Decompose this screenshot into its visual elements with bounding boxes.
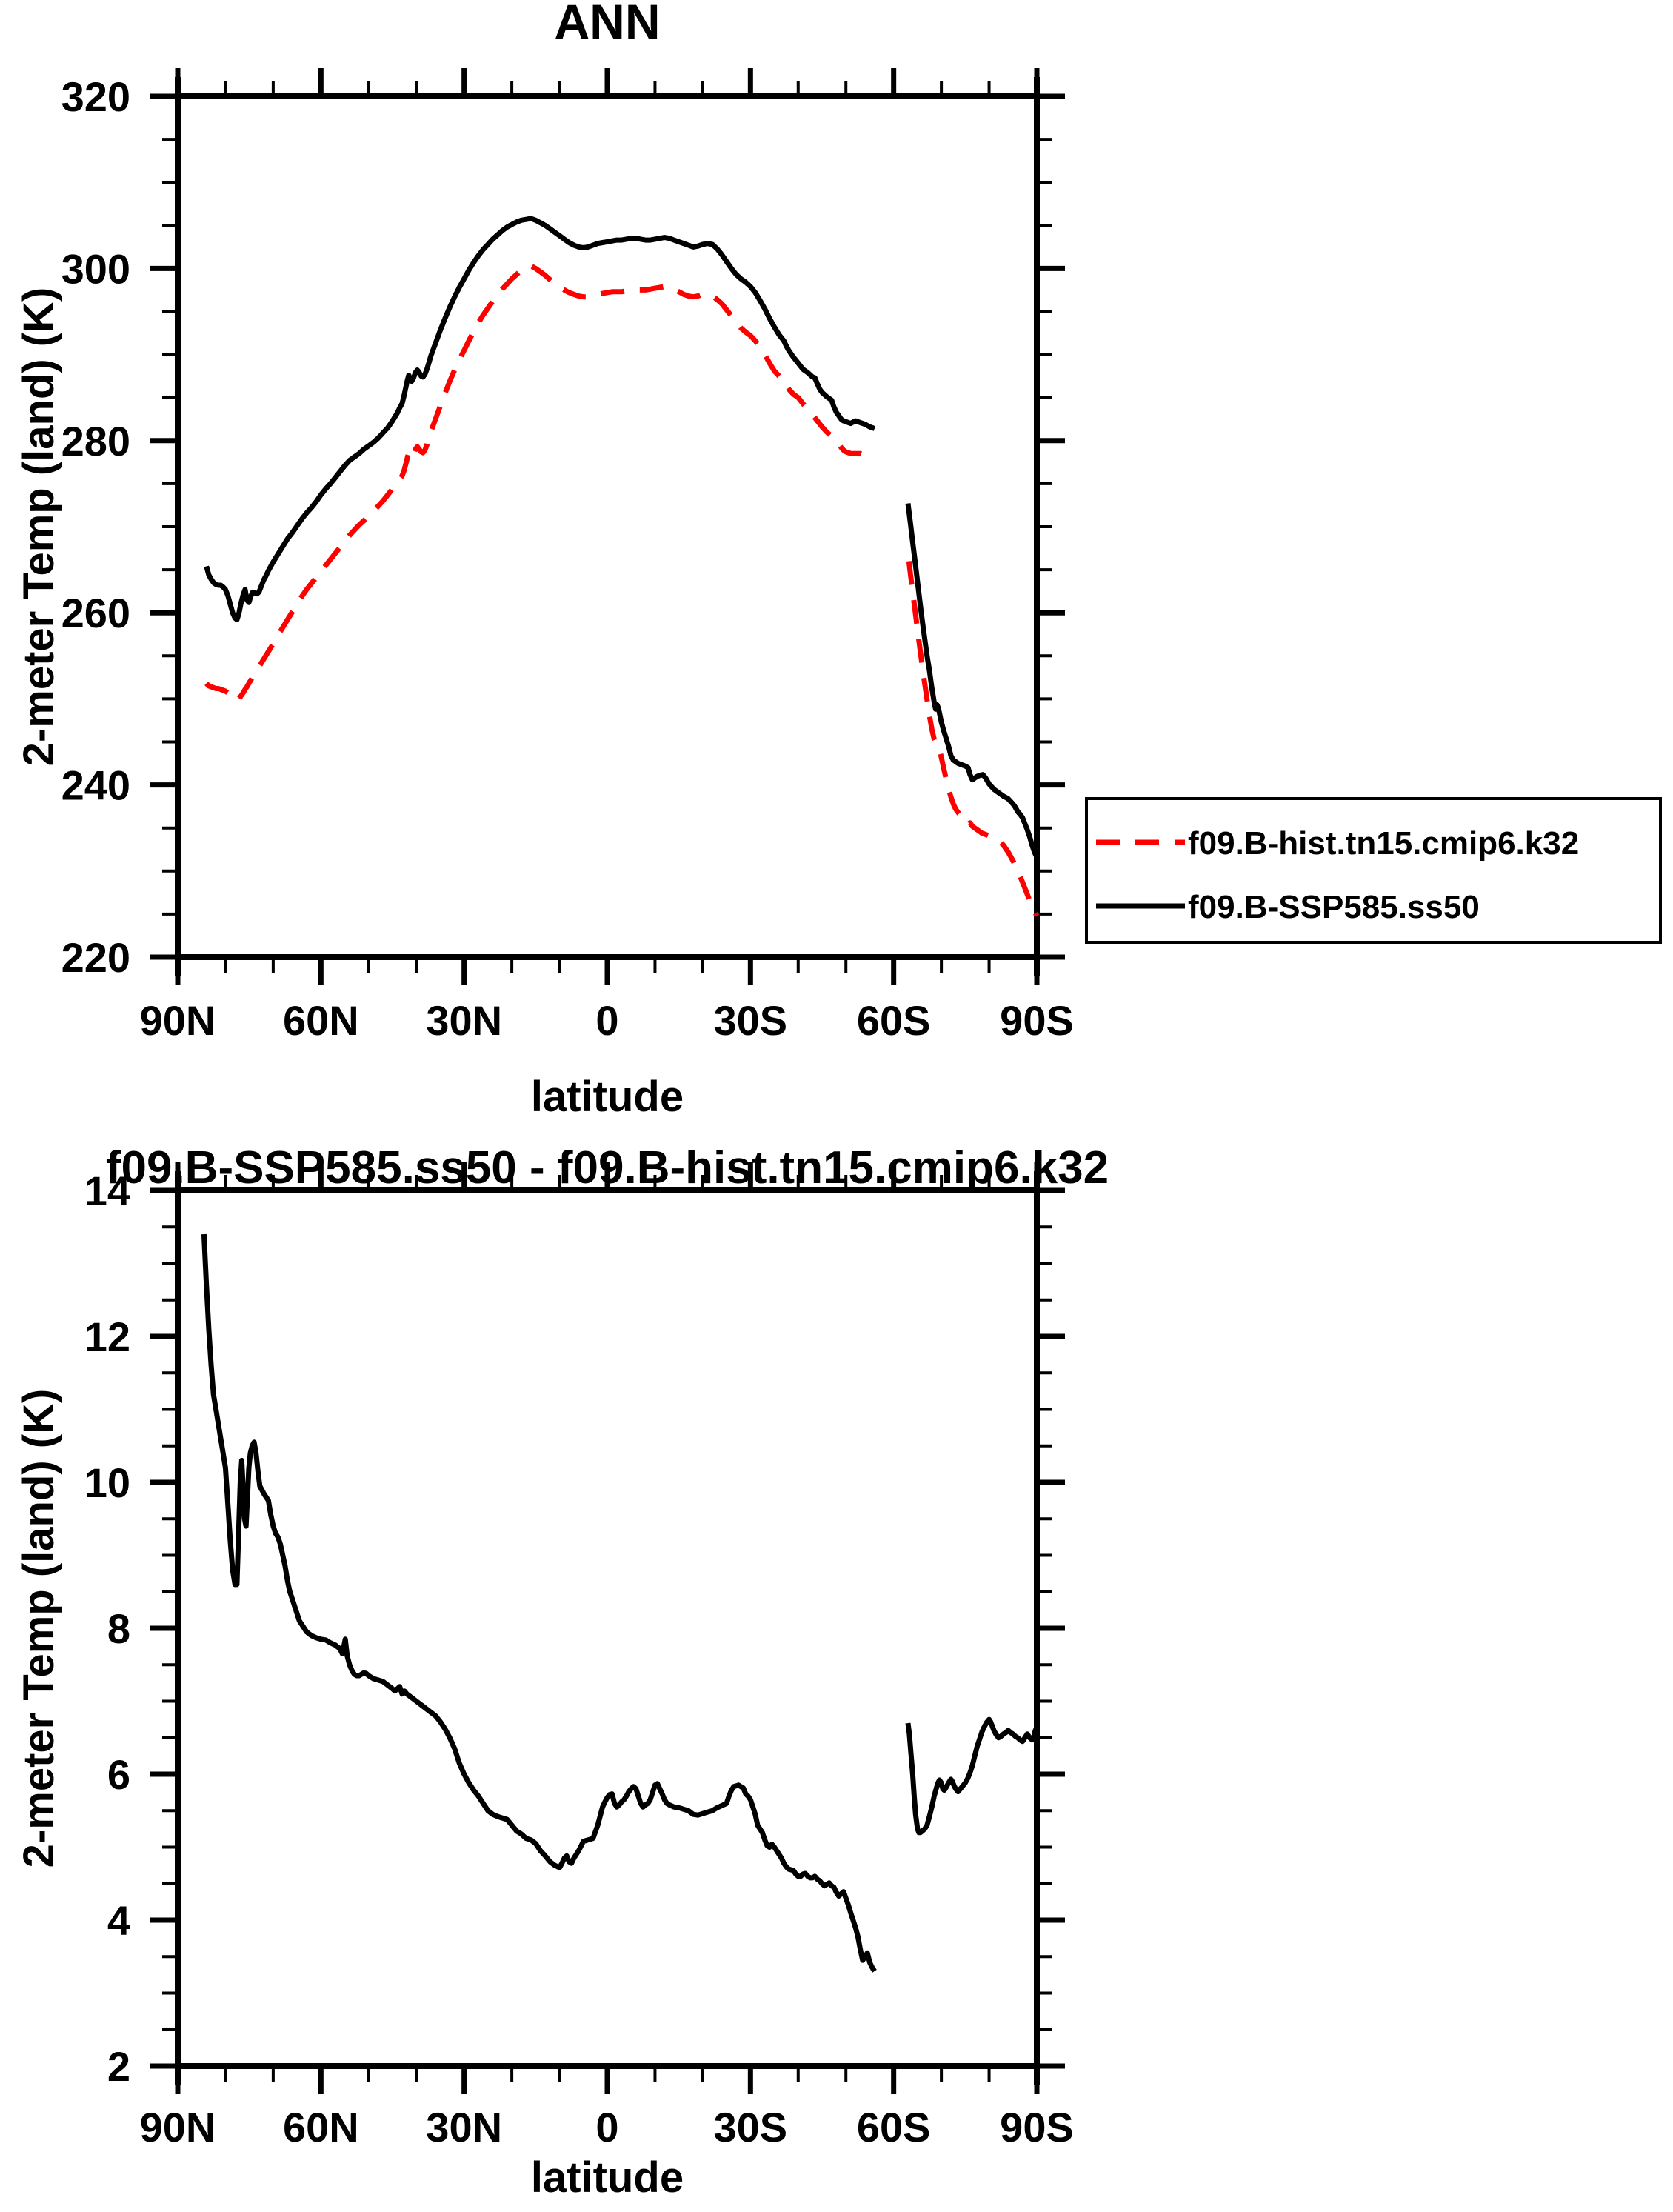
- y-tick-label: 12: [84, 1313, 130, 1360]
- y-tick-label: 6: [107, 1751, 130, 1798]
- x-tick-label: 90N: [140, 997, 216, 1044]
- x-tick-label: 30N: [426, 2104, 502, 2151]
- top-x-axis-label: latitude: [531, 1073, 684, 1121]
- x-tick-label: 90S: [1000, 997, 1074, 1044]
- y-tick-label: 10: [84, 1459, 130, 1506]
- series-ssp585: [201, 1233, 877, 1973]
- x-tick-label: 30S: [714, 2104, 788, 2151]
- top-y-axis-label: 2-meter Temp (land) (K): [15, 287, 63, 767]
- x-tick-label: 60S: [857, 2104, 931, 2151]
- y-tick-label: 280: [61, 418, 130, 464]
- bottom-chart: 2 4 6 8 10 12 14 90N 60N 30N 0 30S 60S 90S: [84, 1162, 1074, 2151]
- x-tick-label: 90N: [140, 2104, 216, 2151]
- series-ssp585: [905, 503, 1040, 859]
- x-tick-label: 30S: [714, 997, 788, 1044]
- y-tick-label: 2: [107, 2043, 130, 2090]
- x-tick-label: 0: [595, 997, 618, 1044]
- legend: f09.B-hist.tn15.cmip6.k32 f09.B-SSP585.s…: [1085, 797, 1662, 944]
- bottom-y-axis-label: 2-meter Temp (land) (K): [15, 1389, 63, 1868]
- legend-box: [1085, 797, 1662, 944]
- y-tick-label: 320: [61, 73, 130, 120]
- x-tick-label: 60N: [283, 2104, 359, 2151]
- top-chart: 220 240 260 280 300 320 90N 60N 30N 0 30S 60S 90S: [61, 68, 1074, 1044]
- x-tick-label: 90S: [1000, 2104, 1074, 2151]
- bottom-x-axis-label: latitude: [531, 2153, 684, 2202]
- y-tick-label: 240: [61, 762, 130, 809]
- x-tick-label: 0: [595, 2104, 618, 2151]
- y-tick-label: 220: [61, 934, 130, 981]
- series-hist: [204, 263, 875, 704]
- series-ssp585: [905, 1716, 1040, 1836]
- x-tick-label: 30N: [426, 997, 502, 1044]
- series-ssp585: [204, 216, 876, 622]
- y-tick-label: 260: [61, 590, 130, 636]
- series-hist: [906, 561, 1040, 917]
- y-tick-label: 14: [84, 1167, 130, 1214]
- y-tick-label: 300: [61, 245, 130, 292]
- legend-label-ssp585: f09.B-SSP585.ss50: [1188, 889, 1480, 925]
- y-tick-label: 8: [107, 1605, 130, 1652]
- x-tick-label: 60S: [857, 997, 931, 1044]
- legend-label-hist: f09.B-hist.tn15.cmip6.k32: [1188, 825, 1579, 862]
- y-tick-label: 4: [107, 1897, 130, 1944]
- top-chart-title: ANN: [555, 0, 661, 49]
- x-tick-label: 60N: [283, 997, 359, 1044]
